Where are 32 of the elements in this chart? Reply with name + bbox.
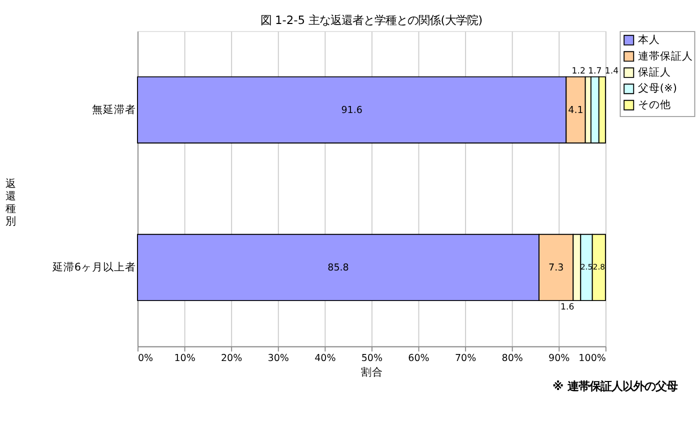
- chart-title: 図 1-2-5 主な返還者と学種との関係(大学院): [260, 12, 483, 27]
- data-label: 1.6: [560, 302, 574, 312]
- legend-label: 父母(※): [638, 82, 677, 95]
- legend-label: 保証人: [638, 66, 671, 79]
- x-axis-title: 割合: [360, 365, 383, 378]
- y-axis-title: 返還種別: [5, 177, 16, 228]
- x-tick-label: 40%: [314, 353, 336, 364]
- data-label: 2.8: [592, 262, 606, 272]
- data-label: 85.8: [328, 262, 349, 274]
- x-tick-label: 10%: [174, 353, 196, 364]
- data-label: 2.5: [580, 262, 593, 272]
- x-tick-label: 80%: [502, 353, 523, 364]
- y-tick-label: 無延滞者: [92, 102, 136, 116]
- data-label: 91.6: [341, 104, 362, 116]
- legend-label: その他: [638, 98, 671, 111]
- y-tick-label: 延滞6ヶ月以上者: [51, 260, 136, 274]
- text: ※ 連帯保証人以外の父母: [552, 379, 678, 394]
- data-label: 1.2: [572, 66, 586, 77]
- legend-label: 本人: [638, 33, 660, 46]
- x-tick-label: 100%: [578, 353, 606, 364]
- data-label: 1.7: [588, 66, 602, 77]
- x-tick-label: 60%: [408, 353, 430, 364]
- x-tick-label: 90%: [548, 353, 570, 364]
- data-label: 4.1: [568, 104, 584, 116]
- data-label: 7.3: [548, 262, 564, 274]
- x-tick-label: 0%: [138, 353, 154, 364]
- data-label: 1.4: [604, 66, 619, 77]
- x-tick-label: 30%: [268, 353, 289, 364]
- x-tick-label: 20%: [220, 353, 242, 364]
- x-tick-label: 70%: [454, 353, 476, 364]
- x-tick-label: 50%: [361, 353, 383, 364]
- legend-label: 連帯保証人: [638, 49, 693, 62]
